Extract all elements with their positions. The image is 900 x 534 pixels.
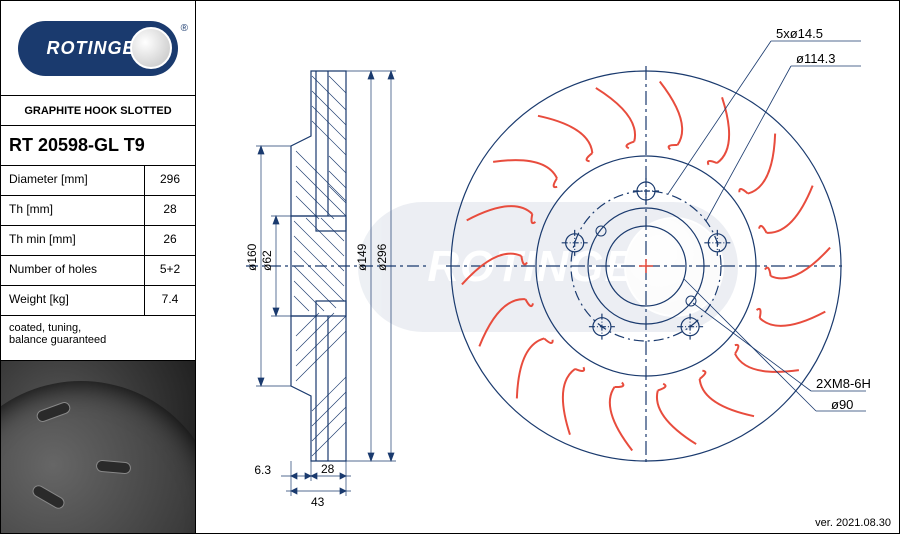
callout-thread: 2XM8-6H [816,376,871,391]
spec-label: Th [mm] [1,196,145,225]
callout-bolt: 5xø14.5 [776,26,823,41]
product-photo [1,361,195,533]
dim-d62: ø62 [260,250,274,271]
spec-value: 5+2 [145,256,195,285]
dim-d296: ø296 [375,243,389,271]
spec-row: Number of holes 5+2 [1,256,195,286]
product-subtitle: GRAPHITE HOOK SLOTTED [1,96,195,126]
spec-row: Th min [mm] 26 [1,226,195,256]
part-number: RT 20598-GL T9 [1,126,195,166]
logo-disc-icon [130,27,172,69]
spec-value: 296 [145,166,195,195]
dim-d160: ø160 [245,243,259,271]
spec-label: Diameter [mm] [1,166,145,195]
spec-table: Diameter [mm] 296 Th [mm] 28 Th min [mm]… [1,166,195,316]
front-face-view: 5xø14.5 ø114.3 2XM8-6H ø90 [431,11,900,521]
spec-value: 28 [145,196,195,225]
spec-row: Th [mm] 28 [1,196,195,226]
dim-w28: 28 [321,462,335,476]
spec-row: Weight [kg] 7.4 [1,286,195,316]
version-label: ver. 2021.08.30 [815,517,891,529]
spec-value: 7.4 [145,286,195,315]
technical-drawing-page: ROTINGER ® GRAPHITE HOOK SLOTTED RT 2059… [0,0,900,534]
registered-mark: ® [181,23,188,34]
dim-d149: ø149 [355,243,369,271]
spec-label: Weight [kg] [1,286,145,315]
spec-value: 26 [145,226,195,255]
drawing-area: ROTINGER [196,1,899,533]
spec-label: Th min [mm] [1,226,145,255]
brand-logo: ROTINGER ® [18,21,178,76]
dim-w43: 43 [311,495,325,509]
spec-row: Diameter [mm] 296 [1,166,195,196]
product-notes: coated, tuning, balance guaranteed [1,316,195,361]
spec-label: Number of holes [1,256,145,285]
dim-w63: 6.3 [254,463,271,477]
info-panel: ROTINGER ® GRAPHITE HOOK SLOTTED RT 2059… [1,1,196,533]
side-cross-section: ø160 ø62 ø149 ø296 6.3 28 43 [216,16,436,516]
callout-hub: ø90 [831,397,853,412]
photo-disc [1,381,195,533]
logo-area: ROTINGER ® [1,1,195,96]
callout-pcd: ø114.3 [796,51,836,66]
